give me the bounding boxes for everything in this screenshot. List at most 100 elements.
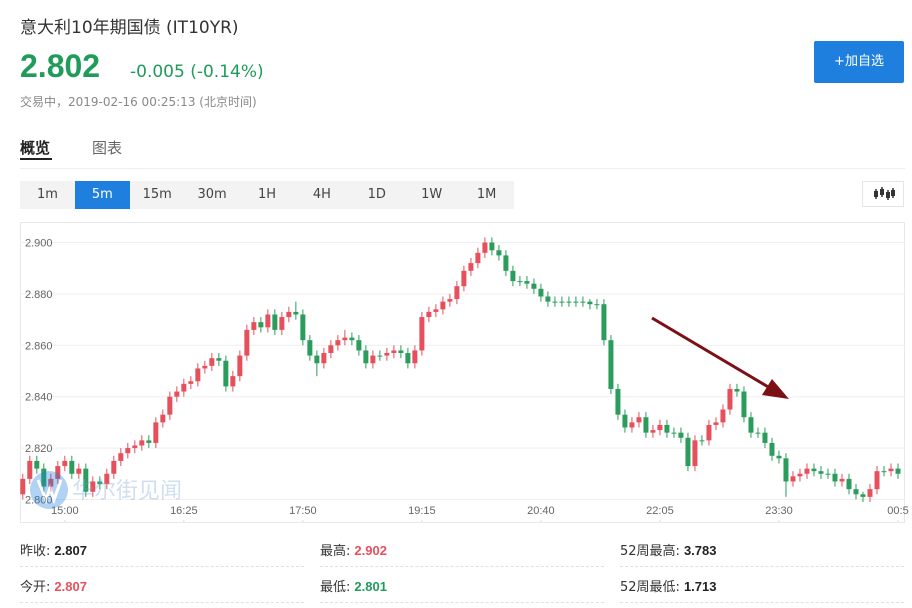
candle-body [552, 301, 558, 303]
divider [20, 168, 905, 169]
candle-body [496, 250, 502, 256]
candle-body [769, 442, 775, 456]
candle-body [69, 460, 75, 474]
watermark-text: 华尔街见闻 [72, 479, 182, 504]
candle-body [608, 340, 614, 389]
candle-body [209, 358, 215, 366]
stat-rule [320, 566, 604, 567]
stat-item: 最高: 2.902 [320, 540, 387, 559]
candle-body [377, 355, 383, 357]
candle-body [685, 437, 691, 467]
stat-value: 1.713 [683, 579, 717, 594]
candle-body [713, 422, 719, 425]
tab[interactable]: 图表 [92, 139, 123, 157]
candle-body [251, 322, 257, 330]
candle-body [825, 473, 831, 475]
candle-body [20, 478, 26, 495]
interval-button[interactable]: 1D [367, 187, 386, 202]
candle-body [755, 432, 761, 434]
candle-body [363, 350, 369, 364]
candle-body [790, 476, 796, 482]
candle-body [839, 478, 845, 482]
candle-body [720, 409, 726, 423]
candle-body [706, 424, 712, 441]
stat-label: 52周最低: [620, 580, 680, 595]
candle-body [888, 468, 894, 472]
arrow-shaft [651, 316, 771, 390]
candle-body [300, 314, 306, 341]
candle-body [349, 337, 355, 341]
candle-body [664, 424, 670, 433]
candle-body [503, 255, 509, 271]
tab-underline [20, 158, 52, 160]
candle-body [307, 340, 313, 356]
candle-body [538, 288, 544, 297]
candle-body [517, 281, 523, 283]
interval-button[interactable]: 1m [36, 187, 58, 202]
tab[interactable]: 概览 [20, 139, 51, 157]
x-tick-label: 17:50 [289, 505, 317, 517]
x-tick-label: 00:5 [887, 505, 908, 517]
candle-body [398, 350, 404, 354]
candle-body [559, 301, 565, 303]
stat-value: 2.807 [54, 543, 87, 558]
watermark-logo-mark [36, 479, 63, 505]
interval-button[interactable]: 30m [197, 187, 227, 202]
candle-body [573, 301, 579, 303]
watermark-logo [30, 471, 68, 509]
candle-body [265, 314, 271, 328]
candle-body [734, 388, 740, 392]
interval-button[interactable]: 5m [74, 181, 130, 209]
candle-body [678, 432, 684, 438]
interval-button[interactable]: 15m [142, 187, 172, 202]
interval-button[interactable]: 1M [476, 187, 497, 202]
candle-body [748, 417, 754, 433]
x-tick-label: 20:40 [527, 505, 555, 517]
candle-body [482, 242, 488, 253]
candle-body [34, 460, 40, 469]
stat-rule [320, 602, 604, 603]
candle-body [118, 453, 124, 461]
candle-body [643, 417, 649, 433]
candle-body [881, 471, 887, 473]
candle-body [384, 353, 390, 356]
candle-body [188, 381, 194, 384]
candle-body [587, 301, 593, 305]
interval-bar: 1m 5m 15m 30m 1H 4H 1D 1W 1M [20, 181, 514, 209]
y-tick-label: 2.860 [25, 340, 53, 352]
candle-body [181, 383, 187, 392]
chart-type-button[interactable] [862, 181, 904, 207]
stat-value: 2.902 [354, 543, 387, 558]
candle-body [48, 478, 54, 487]
candle-body [727, 388, 733, 410]
candle-body [41, 468, 47, 487]
x-tick-label: 23:30 [765, 505, 793, 517]
plot-frame [20, 222, 905, 523]
candle-body [797, 473, 803, 477]
candle-body [650, 430, 656, 433]
candle-body [671, 432, 677, 434]
trade-status: 交易中，2019-02-16 00:25:13 (北京时间) [20, 95, 257, 109]
stat-rule [20, 566, 304, 567]
candle-body [272, 314, 278, 330]
candle-body [580, 301, 586, 303]
stat-value: 3.783 [683, 543, 717, 558]
candle-body [867, 489, 873, 497]
candle-body [699, 440, 705, 442]
interval-button[interactable]: 4H [312, 187, 331, 202]
candle-body [132, 445, 138, 449]
candle-body [237, 355, 243, 377]
candle-body [776, 455, 782, 459]
candle-body [762, 432, 768, 443]
candle-body [426, 311, 432, 318]
candle-body [832, 473, 838, 482]
candle-body [594, 304, 600, 306]
candle-body [895, 468, 901, 474]
candle-body [230, 376, 236, 387]
interval-button[interactable]: 1H [257, 187, 277, 202]
candle-body [524, 281, 530, 284]
candle-body [216, 358, 222, 361]
add-watchlist-button[interactable]: +加自选 [814, 41, 904, 83]
interval-button[interactable]: 1W [421, 187, 443, 202]
